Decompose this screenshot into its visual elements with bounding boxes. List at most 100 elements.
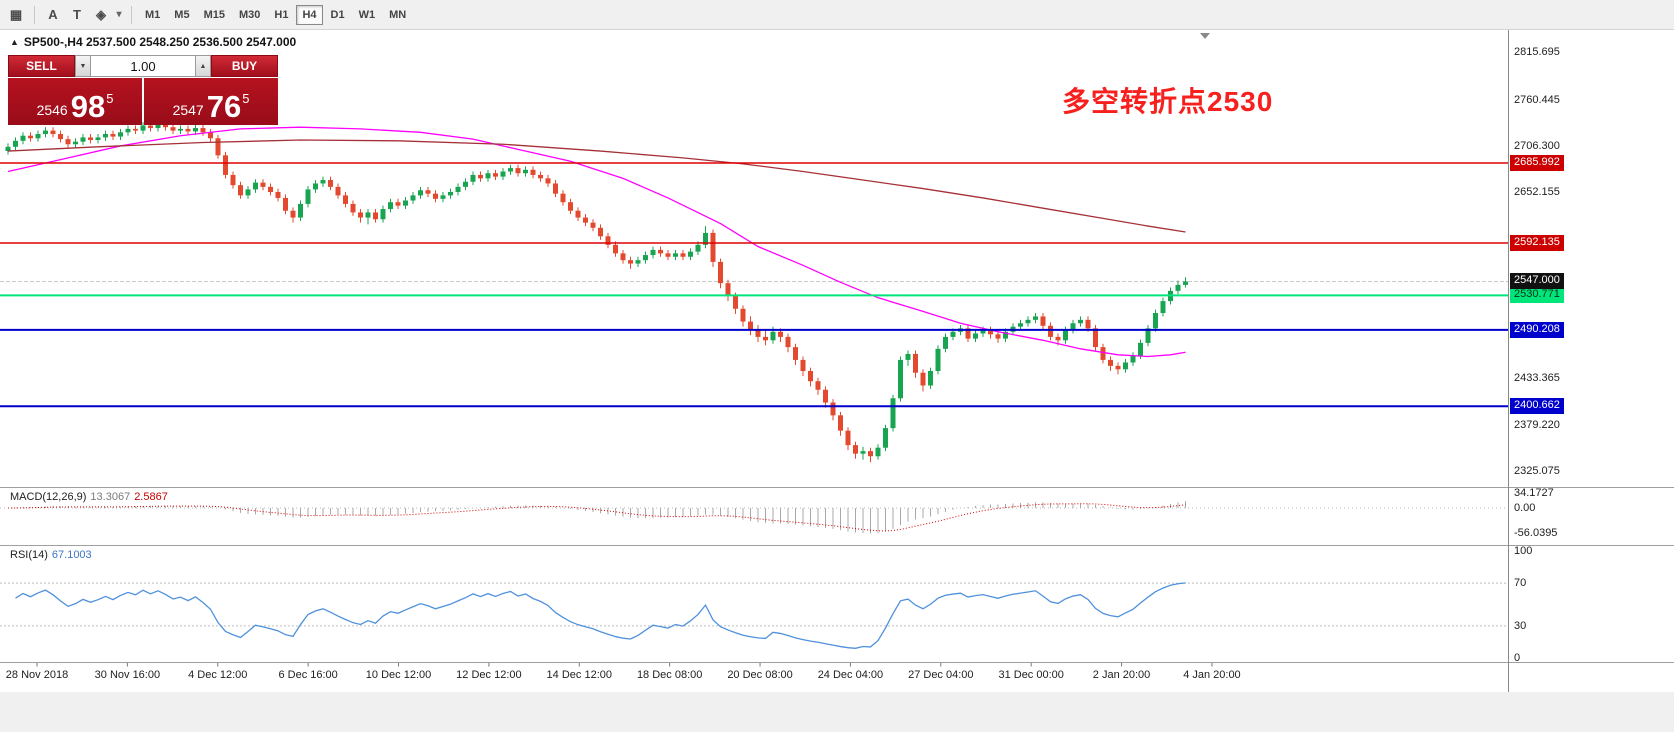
candle-body: [568, 202, 573, 211]
grid-icon[interactable]: ▦: [9, 6, 23, 22]
candle-body: [155, 124, 161, 129]
timeframe-d1[interactable]: D1: [330, 8, 345, 21]
candle-body: [665, 253, 671, 257]
candle-body: [733, 295, 738, 309]
candle-body: [800, 359, 806, 371]
macd-name: MACD(12,26,9): [10, 491, 87, 503]
timeframe-h4[interactable]: H4: [296, 4, 323, 25]
time-label: 4 Dec 12:00: [188, 669, 248, 681]
text-label-icon[interactable]: A: [48, 7, 58, 22]
shapes-dropdown-icon[interactable]: ▾: [116, 9, 122, 20]
bid-price-display[interactable]: 2546 98 5: [8, 78, 142, 125]
candle-body: [688, 251, 693, 257]
candle-body: [238, 185, 243, 196]
candle-body: [170, 127, 176, 131]
price-tick: 2815.695: [1514, 46, 1560, 59]
ask-price-display[interactable]: 2547 76 5: [144, 78, 278, 125]
candle-body: [373, 212, 378, 220]
candle-body: [890, 398, 896, 429]
candle-body: [913, 353, 918, 373]
candle-body: [1048, 325, 1053, 337]
candle-body: [163, 124, 168, 128]
shapes-tool-icon[interactable]: ◈: [96, 6, 106, 22]
candle-body: [500, 171, 506, 177]
timeframe-h1[interactable]: H1: [274, 8, 289, 21]
time-label: 4 Jan 20:00: [1183, 669, 1241, 681]
expand-arrow-icon[interactable]: ▲: [10, 37, 19, 47]
candle-body: [965, 328, 971, 339]
candle-body: [718, 261, 723, 284]
candle-body: [785, 336, 791, 348]
candle-body: [695, 244, 701, 252]
chart-annotation-text[interactable]: 多空转折点2530: [1062, 86, 1274, 117]
candle-body: [778, 331, 783, 337]
rsi-axis-tick: 100: [1514, 545, 1533, 557]
current-price-flag: 2547.000: [1510, 273, 1564, 290]
candle-body: [1175, 284, 1181, 291]
timeframe-m5[interactable]: M5: [174, 8, 190, 21]
volume-input[interactable]: [91, 55, 195, 77]
candle-body: [365, 212, 371, 218]
rsi-axis-tick: 30: [1514, 619, 1527, 632]
sell-button[interactable]: SELL: [8, 55, 75, 77]
candle-body: [1160, 301, 1166, 314]
candle-body: [133, 128, 138, 131]
candle-body: [763, 336, 768, 341]
rsi-value: 67.1003: [51, 549, 92, 561]
candle-body: [590, 222, 596, 228]
candle-body: [920, 372, 926, 386]
candle-body: [290, 210, 296, 218]
candle-body: [470, 174, 476, 182]
candle-body: [950, 331, 956, 337]
toolbar-separator: [131, 5, 132, 24]
macd-main-value: 13.3067: [90, 491, 131, 503]
candle-body: [815, 381, 821, 390]
volume-down-button[interactable]: ▼: [75, 55, 91, 77]
candle-body: [710, 232, 716, 262]
buy-button[interactable]: BUY: [211, 55, 278, 77]
candle-body: [740, 308, 746, 322]
timeframe-m30[interactable]: M30: [238, 8, 261, 21]
volume-up-button[interactable]: ▲: [195, 55, 211, 77]
chart-info-line: ▲ SP500-,H4 2537.500 2548.250 2536.500 25…: [10, 35, 296, 49]
candle-body: [245, 189, 251, 196]
candle-body: [358, 212, 363, 218]
candle-body: [298, 203, 303, 218]
candle-body: [748, 321, 753, 331]
macd-layer: [0, 501, 1508, 534]
timeframe-m15[interactable]: M15: [203, 8, 225, 21]
candle-body: [80, 137, 86, 142]
horizontal-lines-layer[interactable]: [0, 162, 1508, 408]
candle-body: [1115, 365, 1121, 370]
price-axis[interactable]: 2815.695 2760.445 2706.300 2652.155 2433.365…: [1508, 30, 1674, 692]
candle-body: [1018, 323, 1023, 327]
candle-body: [118, 132, 123, 137]
candle-body: [1093, 328, 1098, 348]
text-tool-icon[interactable]: T: [73, 7, 81, 22]
timeframe-w1[interactable]: W1: [358, 8, 376, 21]
candle-body: [1100, 347, 1106, 360]
candles-layer: [5, 121, 1188, 463]
candle-body: [410, 195, 416, 201]
price-tick: 2433.365: [1514, 372, 1560, 385]
time-label: 14 Dec 12:00: [546, 669, 612, 681]
time-axis[interactable]: 28 Nov 2018 30 Nov 16:00 4 Dec 12:00 6 Dec …: [0, 663, 1508, 691]
candle-body: [65, 139, 71, 145]
timeframe-mn[interactable]: MN: [389, 8, 407, 21]
candle-body: [838, 415, 843, 431]
candle-body: [403, 200, 408, 206]
candle-body: [883, 428, 888, 448]
candle-body: [898, 359, 903, 399]
candle-body: [1055, 336, 1061, 341]
rsi-label: RSI(14) 67.1003: [10, 549, 92, 561]
timeframe-m1[interactable]: M1: [145, 8, 161, 21]
candle-body: [530, 169, 536, 175]
candle-body: [860, 451, 866, 454]
candle-body: [5, 146, 11, 152]
candle-body: [283, 197, 288, 211]
candle-body: [343, 195, 348, 204]
candle-body: [125, 128, 131, 133]
ohlc-info-text: SP500-,H4 2537.500 2548.250 2536.500 254…: [23, 35, 297, 49]
